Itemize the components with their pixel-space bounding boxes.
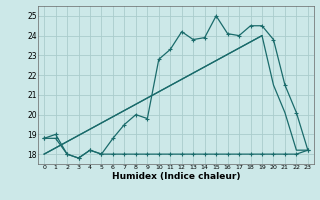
X-axis label: Humidex (Indice chaleur): Humidex (Indice chaleur) xyxy=(112,172,240,181)
